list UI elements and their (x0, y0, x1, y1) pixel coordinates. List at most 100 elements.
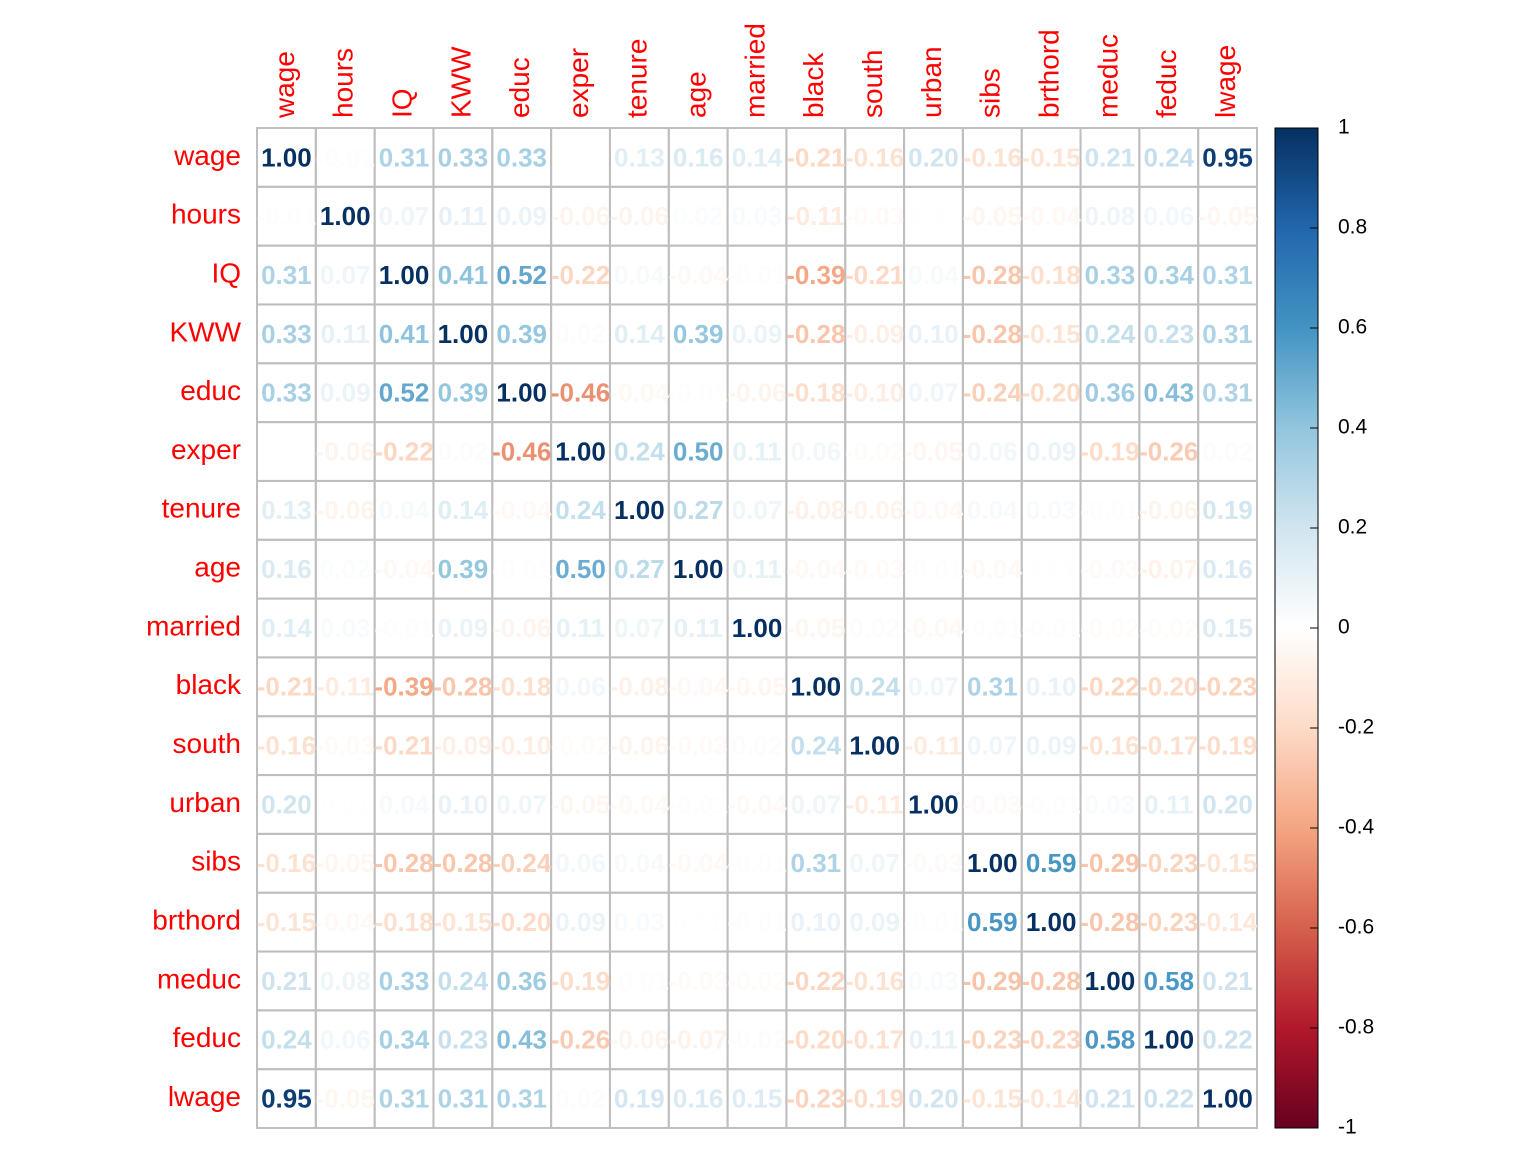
correlation-value: 0.33 (261, 319, 312, 349)
correlation-value: 1.00 (673, 554, 724, 584)
correlation-value: 0.09 (1026, 731, 1077, 761)
correlation-value: 0.11 (556, 613, 605, 643)
correlation-value: -0.28 (433, 848, 492, 878)
correlation-value: -0.15 (1021, 319, 1080, 349)
correlation-value: 0.07 (496, 789, 547, 819)
row-label: black (176, 669, 242, 700)
correlation-value: 0.09 (849, 907, 900, 937)
correlation-value: 0.09 (555, 907, 606, 937)
correlation-value: 0.04 (614, 260, 665, 290)
correlation-value: 0.16 (673, 1083, 724, 1113)
correlation-value: -0.22 (374, 436, 433, 466)
correlation-value: -0.46 (551, 378, 610, 408)
correlation-value: -0.06 (610, 1025, 669, 1055)
correlation-value: -0.19 (845, 1083, 904, 1113)
correlation-value: 0.04 (379, 789, 430, 819)
correlation-value: 0.11 (732, 554, 781, 584)
correlation-value: -0.21 (374, 731, 433, 761)
correlation-value: 0.04 (614, 848, 665, 878)
correlation-value: -0.03 (845, 554, 904, 584)
row-label: brthord (152, 905, 241, 936)
correlation-value: -0.16 (963, 142, 1022, 172)
row-label: exper (171, 434, 241, 465)
correlation-value: -0.08 (786, 495, 845, 525)
colorbar-tick-label: 0 (1338, 616, 1350, 639)
correlation-value: -0.06 (727, 378, 786, 408)
colorbar-tick-label: -1 (1338, 1116, 1357, 1139)
correlation-value: 0.24 (614, 436, 665, 466)
colorbar-tick-label: -0.2 (1338, 716, 1374, 739)
correlation-value: 0.59 (1026, 848, 1077, 878)
correlation-value: 0.43 (496, 1025, 547, 1055)
column-label: brthord (1034, 29, 1065, 118)
correlation-value: 0.07 (791, 789, 842, 819)
correlation-value: 0.43 (1143, 378, 1194, 408)
column-label: tenure (622, 39, 653, 118)
column-label: sibs (975, 68, 1006, 118)
correlation-value: 0.14 (732, 142, 783, 172)
correlation-value: -0.28 (1021, 966, 1080, 996)
row-label: IQ (211, 257, 241, 288)
correlation-value: 0.06 (555, 672, 606, 702)
correlation-value: -0.03 (316, 731, 375, 761)
correlation-value: 0.03 (1026, 495, 1077, 525)
correlation-value: -0.39 (786, 260, 845, 290)
correlation-value: 0.52 (496, 260, 547, 290)
row-label: feduc (173, 1022, 242, 1053)
colorbar-tick-label: -0.8 (1338, 1016, 1374, 1039)
correlation-value: 0.24 (849, 672, 900, 702)
correlation-value: -0.05 (904, 436, 963, 466)
correlation-value: 0.19 (614, 1083, 665, 1113)
correlation-value: 0.11 (732, 436, 781, 466)
correlation-value: -0.18 (492, 672, 551, 702)
correlation-value: 0.10 (908, 319, 959, 349)
correlation-value: 0.10 (438, 789, 489, 819)
correlation-value: 0.09 (320, 378, 371, 408)
correlation-value: -0.24 (492, 848, 552, 878)
correlation-value: 0.34 (379, 1025, 430, 1055)
correlation-value: -0.01 (610, 966, 669, 996)
correlation-value: 0.20 (908, 1083, 959, 1113)
correlation-value: -0.01 (727, 848, 786, 878)
correlation-value: 0.06 (967, 436, 1018, 466)
correlation-value: -0.11 (905, 731, 963, 761)
correlation-value: 0.02 (320, 554, 371, 584)
correlation-value: -0.04 (374, 554, 434, 584)
column-label: married (739, 23, 770, 118)
correlation-value: -0.04 (669, 672, 729, 702)
correlation-value: -0.28 (786, 319, 845, 349)
correlation-value: 0.39 (496, 319, 547, 349)
correlation-value: 1.00 (1026, 907, 1077, 937)
row-label: wage (173, 140, 241, 171)
correlation-value: 0.21 (261, 966, 312, 996)
correlation-value: -0.10 (492, 731, 551, 761)
correlation-value: 1.00 (261, 142, 312, 172)
correlation-value: 0.58 (1143, 966, 1194, 996)
correlation-value: -0.03 (845, 201, 904, 231)
correlation-value: -0.03 (963, 789, 1022, 819)
cell-border (1197, 1068, 1259, 1130)
correlation-value: 0.11 (674, 613, 723, 643)
correlation-value: 0.33 (1085, 260, 1136, 290)
correlation-value: 0.01 (673, 907, 724, 937)
correlation-value: -0.14 (1021, 1083, 1081, 1113)
correlation-value: -0.16 (257, 731, 316, 761)
colorbar-tick-label: 0.4 (1338, 416, 1368, 439)
correlation-value: -0.03 (669, 731, 728, 761)
correlation-value: 0.11 (909, 1025, 958, 1055)
correlation-value: -0.28 (433, 672, 492, 702)
correlation-value: 0.08 (320, 966, 371, 996)
correlation-value: -0.16 (257, 848, 316, 878)
correlation-value: 0.24 (1143, 142, 1194, 172)
correlation-value: 0.41 (438, 260, 489, 290)
row-label: age (194, 552, 241, 583)
correlation-value: 0.31 (791, 848, 842, 878)
correlation-value: 0.59 (967, 907, 1018, 937)
correlation-value: -0.21 (845, 260, 904, 290)
correlation-value: -0.03 (1080, 554, 1139, 584)
correlation-value: -0.20 (1021, 378, 1080, 408)
correlation-value: 0.02 (438, 436, 489, 466)
correlation-value: -0.04 (316, 907, 376, 937)
correlation-value: 0.23 (438, 1025, 489, 1055)
correlation-value: -0.29 (1080, 848, 1139, 878)
